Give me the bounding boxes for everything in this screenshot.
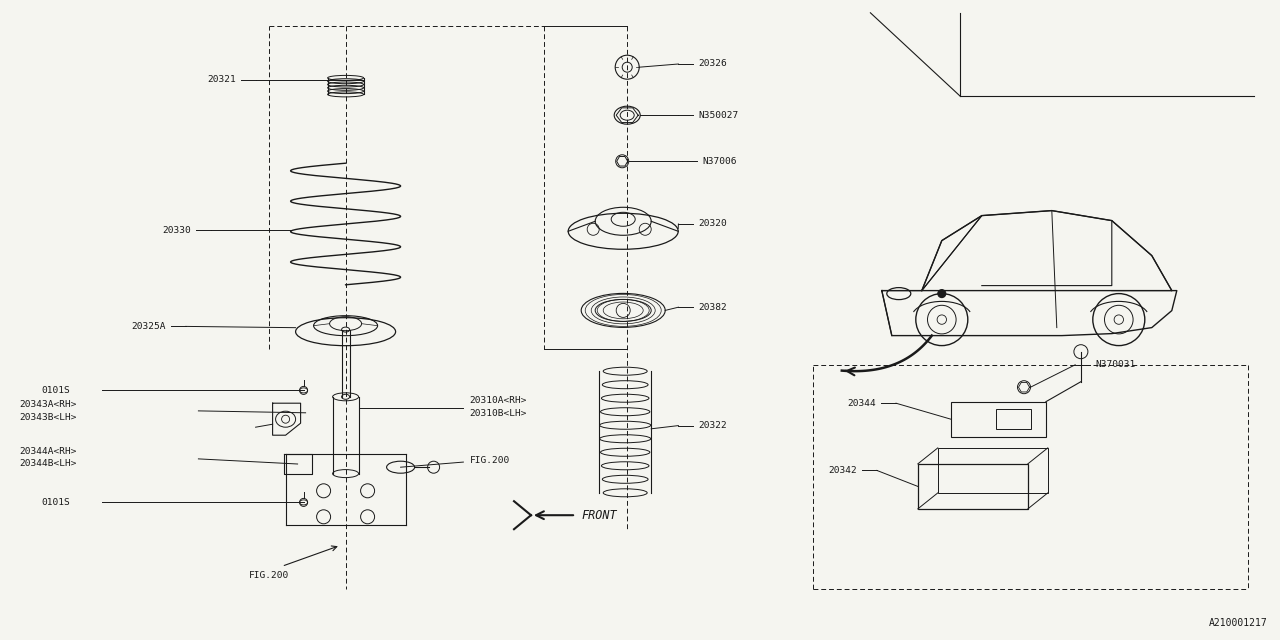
Bar [938,448,1048,493]
Text: 0101S: 0101S [42,498,70,507]
Text: FIG.200: FIG.200 [248,572,289,580]
Text: FIG.200: FIG.200 [470,456,509,465]
Bar [951,402,1046,436]
Bar [996,409,1030,429]
Text: FRONT: FRONT [581,509,617,522]
Circle shape [938,289,946,298]
Text: 20342: 20342 [828,466,856,475]
Text: 20330: 20330 [163,226,191,235]
Text: N350027: N350027 [699,111,739,120]
Text: 20344: 20344 [847,399,876,408]
Text: 20343B<LH>: 20343B<LH> [19,413,77,422]
Text: 0101S: 0101S [42,386,70,395]
Text: 20310A<RH>: 20310A<RH> [470,396,527,405]
Text: 20320: 20320 [699,220,727,228]
Text: 20310B<LH>: 20310B<LH> [470,409,527,418]
Text: 20344B<LH>: 20344B<LH> [19,460,77,468]
Text: 20326: 20326 [699,60,727,68]
Text: 20382: 20382 [699,303,727,312]
Text: 20344A<RH>: 20344A<RH> [19,447,77,456]
Text: 20321: 20321 [207,76,236,84]
Bar [918,464,1028,509]
Text: A210001217: A210001217 [1210,618,1268,628]
Text: 20322: 20322 [699,421,727,430]
Text: N370031: N370031 [1096,360,1135,369]
Text: 20325A: 20325A [131,322,165,331]
Text: N37006: N37006 [703,157,737,166]
Text: 20343A<RH>: 20343A<RH> [19,400,77,409]
